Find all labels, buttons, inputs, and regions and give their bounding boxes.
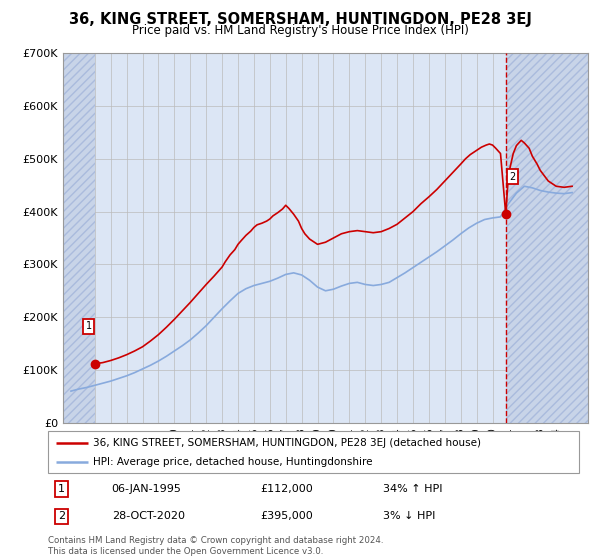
FancyBboxPatch shape bbox=[48, 431, 579, 473]
Text: 2: 2 bbox=[58, 511, 65, 521]
Bar bbox=[63, 53, 95, 423]
Text: £112,000: £112,000 bbox=[260, 484, 313, 494]
Text: 06-JAN-1995: 06-JAN-1995 bbox=[112, 484, 182, 494]
Text: Price paid vs. HM Land Registry's House Price Index (HPI): Price paid vs. HM Land Registry's House … bbox=[131, 24, 469, 36]
Text: 36, KING STREET, SOMERSHAM, HUNTINGDON, PE28 3EJ (detached house): 36, KING STREET, SOMERSHAM, HUNTINGDON, … bbox=[93, 437, 481, 447]
Text: 28-OCT-2020: 28-OCT-2020 bbox=[112, 511, 185, 521]
Text: 3% ↓ HPI: 3% ↓ HPI bbox=[383, 511, 435, 521]
Text: Contains HM Land Registry data © Crown copyright and database right 2024.
This d: Contains HM Land Registry data © Crown c… bbox=[48, 536, 383, 556]
Text: 34% ↑ HPI: 34% ↑ HPI bbox=[383, 484, 442, 494]
Text: 2: 2 bbox=[510, 172, 516, 182]
Text: 1: 1 bbox=[58, 484, 65, 494]
Text: £395,000: £395,000 bbox=[260, 511, 313, 521]
Text: 36, KING STREET, SOMERSHAM, HUNTINGDON, PE28 3EJ: 36, KING STREET, SOMERSHAM, HUNTINGDON, … bbox=[68, 12, 532, 27]
Text: 1: 1 bbox=[86, 321, 92, 332]
Text: HPI: Average price, detached house, Huntingdonshire: HPI: Average price, detached house, Hunt… bbox=[93, 457, 373, 467]
Bar bbox=[506, 53, 588, 423]
